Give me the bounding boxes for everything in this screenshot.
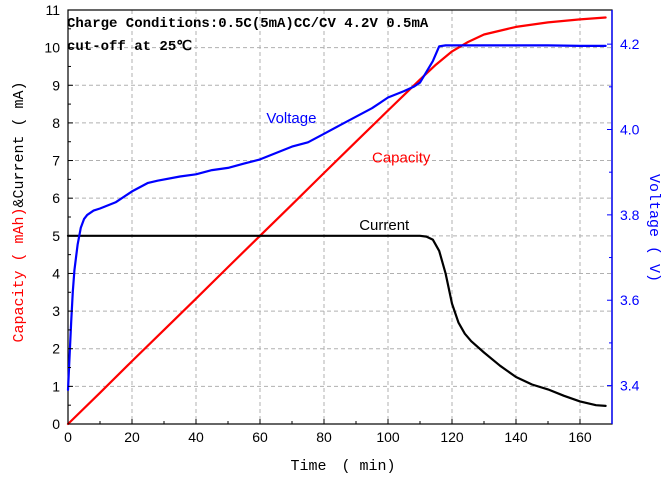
y-right-tick-label: 3.8 (620, 207, 640, 223)
series-layer (66, 16, 607, 426)
grid-layer (68, 10, 612, 424)
y-left-tick-label: 3 (52, 303, 60, 319)
y-axis-left-title: Capacity ( mAh)&Current ( mA) (11, 81, 28, 342)
y-right-tick-label: 4.2 (620, 36, 640, 52)
y-left-tick-label: 4 (52, 265, 60, 281)
x-tick-label: 140 (504, 429, 528, 445)
x-tick-label: 120 (440, 429, 464, 445)
y-right-tick-label: 3.4 (620, 378, 640, 394)
series-line-current (66, 234, 607, 407)
y-left-tick-label: 8 (52, 115, 60, 131)
series-label-voltage: Voltage (266, 110, 316, 127)
x-tick-label: 100 (376, 429, 400, 445)
series-line-voltage (66, 44, 607, 391)
annotation-line-1: Charge Conditions:0.5C(5mA)CC/CV 4.2V 0.… (67, 16, 429, 32)
y-right-tick-label: 4.0 (620, 122, 640, 138)
y-left-tick-label: 10 (44, 40, 60, 56)
y-left-tick-label: 11 (45, 2, 60, 18)
x-tick-label: 160 (568, 429, 592, 445)
plot-frame (67, 9, 613, 425)
y-left-tick-label: 7 (52, 153, 60, 169)
label-layer: Capacity Current Voltage (266, 110, 430, 234)
y-axis-right-title: Voltage ( V) (645, 174, 662, 282)
y-left-tick-label: 1 (52, 378, 60, 394)
x-tick-label: 40 (188, 429, 204, 445)
annotation-line-2: cut-off at 25℃ (67, 39, 192, 55)
series-label-capacity: Capacity (372, 149, 431, 166)
y-left-tick-label: 5 (52, 228, 60, 244)
y-left-tick-label: 6 (52, 190, 60, 206)
x-tick-label: 80 (316, 429, 332, 445)
y-left-tick-label: 2 (52, 341, 60, 357)
y-axis-left-title-current: &Current ( mA) (11, 81, 28, 207)
series-label-current: Current (359, 217, 410, 234)
series-line-capacity (66, 16, 607, 426)
tick-layer: 0 20 40 60 80 100 120 140 160 0 1 2 3 4 5 6 7 8 9 10 11 3.4 3.… (44, 2, 639, 445)
y-left-tick-label: 9 (52, 77, 60, 93)
x-tick-label: 20 (124, 429, 140, 445)
x-axis-title: Time ( min) (290, 458, 395, 475)
y-right-tick-label: 3.6 (620, 292, 640, 308)
x-tick-label: 60 (252, 429, 268, 445)
y-axis-left-title-capacity: Capacity ( mAh) (11, 208, 28, 343)
y-left-tick-label: 0 (52, 416, 60, 432)
x-tick-label: 0 (64, 429, 72, 445)
